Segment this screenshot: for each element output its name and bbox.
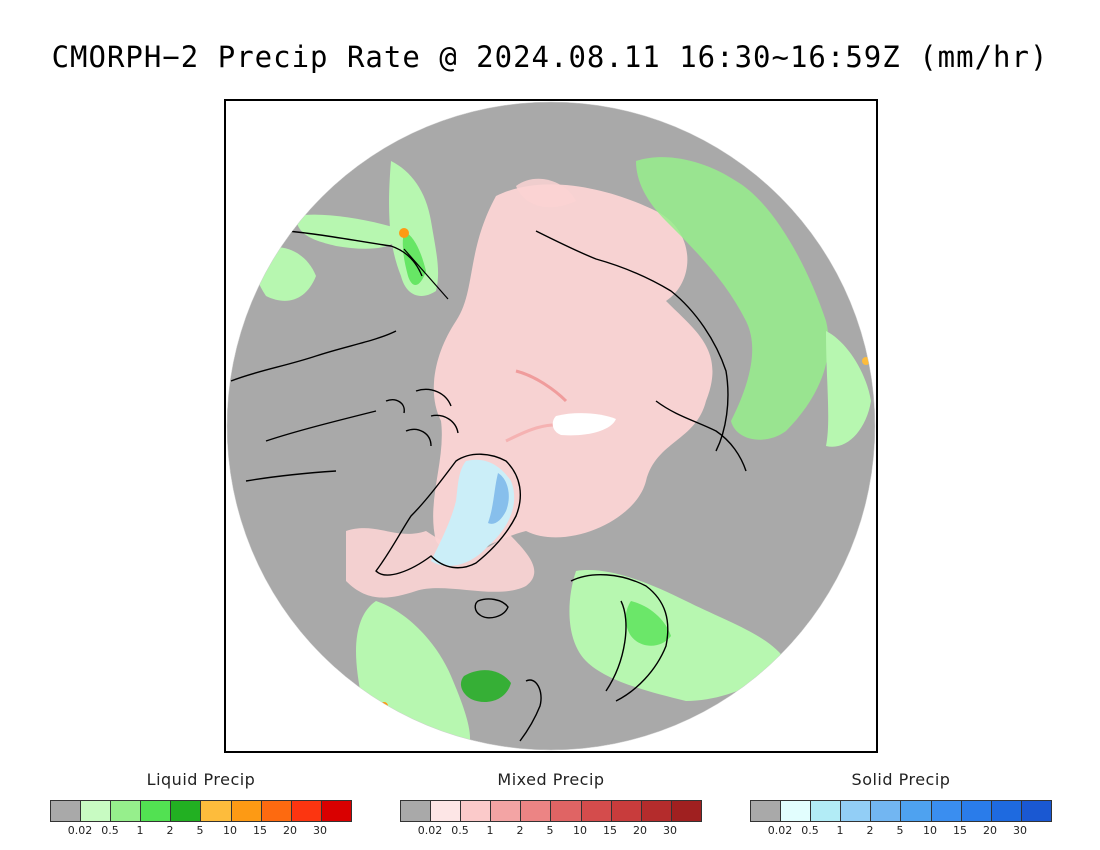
legend-swatch-mixed-7: [611, 801, 642, 821]
legend-tick-label: 2: [516, 824, 524, 837]
legend-swatch-liquid-8: [291, 801, 322, 821]
coastline-canadian-archipelago: [385, 388, 459, 447]
legend-tick-label: 0.02: [767, 824, 793, 837]
legend-tick-label: 0.02: [67, 824, 93, 837]
liquid-precip-bering: [296, 214, 406, 249]
liquid-precip-iceland-south: [460, 670, 511, 703]
legend-swatch-solid-6: [931, 801, 962, 821]
legend-swatch-solid-8: [991, 801, 1022, 821]
legend-tick-label: 0.02: [417, 824, 443, 837]
legend-tick-label: 15: [953, 824, 967, 837]
legend-tick-label: 0.5: [801, 824, 819, 837]
legend-ticks-mixed: 0.02 0.5 1 2 5 10 15 20 30: [400, 824, 702, 838]
coastline-siberia: [535, 230, 729, 452]
legend-tick-label: 20: [283, 824, 297, 837]
mixed-precip-siberia-band: [516, 178, 576, 208]
legend-swatch-solid-7: [961, 801, 992, 821]
legend-swatch-mixed-9: [671, 801, 701, 821]
chart-title: CMORPH−2 Precip Rate @ 2024.08.11 16:30~…: [51, 40, 1049, 74]
liquid-precip-siberia-coast: [826, 331, 871, 447]
missing-data-area: [552, 413, 616, 436]
legend-tick-label: 15: [253, 824, 267, 837]
coastline-british-isles: [519, 679, 542, 742]
legend-swatch-liquid-7: [261, 801, 292, 821]
legend-tick-label: 20: [983, 824, 997, 837]
legend-swatches-mixed: [400, 800, 702, 822]
legend-swatch-solid-9: [1021, 801, 1051, 821]
polar-precip-map: [224, 99, 878, 753]
mixed-precip-streak: [515, 369, 568, 403]
legend-tick-label: 30: [1013, 824, 1027, 837]
legend-swatch-mixed-5: [551, 801, 582, 821]
legend-tick-label: 20: [633, 824, 647, 837]
liquid-precip-heavy-spot: [399, 228, 409, 238]
legend-tick-label: 5: [896, 824, 904, 837]
legend-swatch-liquid-0: [51, 801, 82, 821]
legend-swatch-mixed-6: [581, 801, 612, 821]
legend-tick-label: 0.5: [101, 824, 119, 837]
legend-swatch-mixed-4: [521, 801, 552, 821]
legend-tick-label: 10: [573, 824, 587, 837]
legend-mixed-precip: Mixed Precip 0.02 0.5 1 2 5 10 15 20 30: [400, 770, 702, 838]
coastline-iceland: [474, 598, 509, 619]
legend-swatch-solid-1: [781, 801, 812, 821]
map-disc-edge: [226, 101, 876, 751]
coastline-alaska: [285, 230, 423, 277]
legend-tick-label: 5: [196, 824, 204, 837]
legend-tick-label: 5: [546, 824, 554, 837]
legend-ticks-solid: 0.02 0.5 1 2 5 10 15 20 30: [750, 824, 1052, 838]
legend-ticks-liquid: 0.02 0.5 1 2 5 10 15 20 30: [50, 824, 352, 838]
legend-tick-label: 2: [866, 824, 874, 837]
legend-swatch-liquid-1: [81, 801, 112, 821]
legend-swatch-solid-3: [841, 801, 872, 821]
legend-tick-label: 30: [313, 824, 327, 837]
legend-tick-label: 10: [223, 824, 237, 837]
legend-tick-label: 1: [486, 824, 494, 837]
legend-tick-label: 0.5: [451, 824, 469, 837]
legend-title-mixed: Mixed Precip: [497, 770, 605, 789]
legend-swatch-liquid-5: [201, 801, 232, 821]
liquid-precip-west-siberia: [636, 157, 829, 440]
legend-swatches-solid: [750, 800, 1052, 822]
legend-swatch-liquid-9: [321, 801, 351, 821]
legend-swatch-solid-5: [901, 801, 932, 821]
liquid-precip-scandinavia: [569, 570, 786, 701]
legend-title-liquid: Liquid Precip: [146, 770, 256, 789]
coastline-scandinavia: [570, 573, 669, 702]
legend-swatch-liquid-6: [231, 801, 262, 821]
legend-title-solid: Solid Precip: [851, 770, 951, 789]
legend-swatch-mixed-1: [431, 801, 462, 821]
coastline-greenland: [375, 453, 522, 576]
legend-solid-precip: Solid Precip 0.02 0.5 1 2 5 10 15 20 30: [750, 770, 1052, 838]
legend-tick-label: 10: [923, 824, 937, 837]
legend-swatches-liquid: [50, 800, 352, 822]
liquid-precip-alaska: [389, 161, 439, 296]
legend-tick-label: 2: [166, 824, 174, 837]
legend-swatch-mixed-2: [461, 801, 492, 821]
legend-swatch-solid-2: [811, 801, 842, 821]
legend-swatch-mixed-0: [401, 801, 432, 821]
legend-tick-label: 15: [603, 824, 617, 837]
coastline-north-america: [230, 330, 397, 482]
legend-swatch-liquid-2: [111, 801, 142, 821]
legend-swatch-liquid-3: [141, 801, 172, 821]
bering-strait-line: [403, 248, 449, 300]
legend-tick-label: 30: [663, 824, 677, 837]
legend-tick-label: 1: [136, 824, 144, 837]
legend-swatch-mixed-3: [491, 801, 522, 821]
legend-tick-label: 1: [836, 824, 844, 837]
legend-swatch-mixed-8: [641, 801, 672, 821]
solid-precip-greenland: [431, 459, 515, 566]
legend-liquid-precip: Liquid Precip 0.02 0.5 1 2 5 10 15 20 30: [50, 770, 352, 838]
legend-swatch-solid-0: [751, 801, 782, 821]
liquid-precip-scandinavia-core: [625, 601, 671, 646]
solid-precip-greenland-core: [488, 473, 509, 524]
legend-swatch-liquid-4: [171, 801, 202, 821]
legend-swatch-solid-4: [871, 801, 902, 821]
coastline-taymyr: [655, 400, 747, 472]
